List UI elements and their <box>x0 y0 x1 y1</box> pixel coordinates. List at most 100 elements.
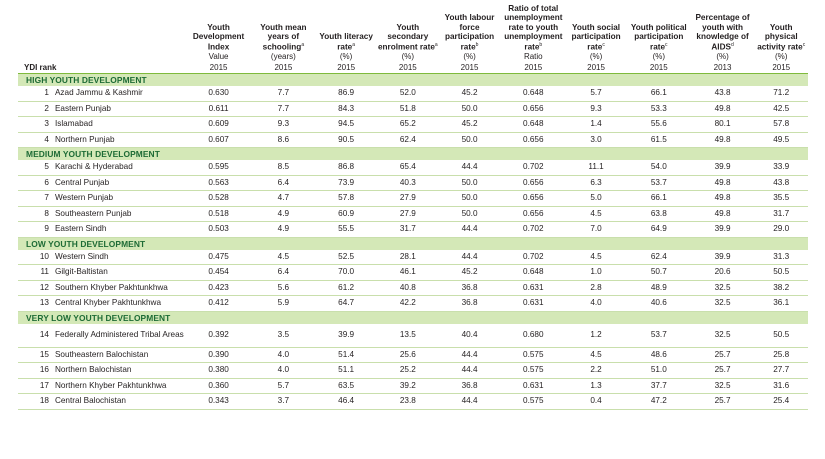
region-name-cell: Islamabad <box>52 116 185 133</box>
value-cell: 1.0 <box>565 264 627 281</box>
value-cell: 40.3 <box>378 175 438 192</box>
column-header: Youth secondary enrolment ratea <box>378 4 438 52</box>
value-cell: 49.8 <box>690 206 755 223</box>
column-year: 2015 <box>460 62 479 72</box>
value-cell: 0.702 <box>501 221 566 238</box>
column-unit: (%) <box>716 52 729 62</box>
table-row: 3 Islamabad 0.609 9.3 94.5 65.2 45.2 0.648 1.4 55… <box>18 116 808 133</box>
column-header-footnote: a <box>352 42 356 49</box>
value-cell: 20.6 <box>690 264 755 281</box>
value-cell: 0.392 <box>184 323 253 348</box>
value-cell: 86.9 <box>314 86 378 102</box>
value-cell: 63.8 <box>626 206 691 223</box>
table-row: 9 Eastern Sindh 0.503 4.9 55.5 31.7 44.4 0.702 7… <box>18 221 808 238</box>
value-cell: 50.0 <box>437 206 502 223</box>
value-cell: 0.648 <box>501 116 566 133</box>
value-cell: 27.7 <box>754 362 808 379</box>
value-cell: 55.6 <box>626 116 691 133</box>
section-header-row: HIGH YOUTH DEVELOPMENT <box>18 73 808 87</box>
value-cell: 50.0 <box>437 101 502 118</box>
column-unit: Value <box>208 52 229 62</box>
value-cell: 0.454 <box>184 264 253 281</box>
value-cell: 44.4 <box>437 362 502 379</box>
value-cell: 1.3 <box>565 378 627 395</box>
table-row: 12 Southern Khyber Pakhtunkhwa 0.423 5.6 61.… <box>18 280 808 297</box>
value-cell: 45.2 <box>437 86 502 102</box>
column-unit: (%) <box>589 52 603 62</box>
value-cell: 37.7 <box>626 378 691 395</box>
value-cell: 53.7 <box>626 323 691 348</box>
value-cell: 40.6 <box>626 295 691 312</box>
column-header-label: Youth literacy rate <box>319 31 373 52</box>
value-cell: 0.380 <box>184 362 253 379</box>
value-cell: 0.595 <box>184 160 253 176</box>
value-cell: 28.1 <box>378 249 438 266</box>
value-cell: 35.5 <box>754 190 808 207</box>
value-cell: 50.0 <box>437 132 502 149</box>
value-cell: 90.5 <box>314 132 378 149</box>
column-year: 2015 <box>524 62 543 72</box>
value-cell: 36.8 <box>437 378 502 395</box>
rank-cell: 6 <box>18 175 53 192</box>
value-cell: 53.3 <box>626 101 691 118</box>
value-cell: 32.5 <box>690 323 755 348</box>
value-cell: 53.7 <box>626 175 691 192</box>
column-unit: (years) <box>270 52 296 62</box>
value-cell: 4.5 <box>565 249 627 266</box>
region-name-cell: Northern Balochistan <box>52 362 185 379</box>
value-cell: 52.5 <box>314 249 378 266</box>
value-cell: 2.8 <box>565 280 627 297</box>
value-cell: 0.656 <box>501 206 566 223</box>
value-cell: 4.0 <box>565 295 627 312</box>
value-cell: 50.7 <box>626 264 691 281</box>
value-cell: 11.1 <box>565 160 627 176</box>
value-cell: 44.4 <box>437 221 502 238</box>
column-header: Percentage of youth with knowledge of AI… <box>691 4 755 52</box>
value-cell: 0.423 <box>184 280 253 297</box>
column-header-label: Youth labour force participation rate <box>444 13 495 52</box>
value-cell: 39.9 <box>314 323 378 348</box>
value-cell: 36.1 <box>754 295 808 312</box>
table-header: Youth Development Index Youth mean years … <box>18 4 808 74</box>
value-cell: 54.0 <box>626 160 691 176</box>
value-cell: 4.0 <box>252 347 315 364</box>
rank-cell: 17 <box>18 378 53 395</box>
column-header-footnote: c <box>802 42 806 49</box>
value-cell: 3.0 <box>565 132 627 149</box>
value-cell: 0.656 <box>501 190 566 207</box>
value-cell: 4.9 <box>252 221 315 238</box>
column-header-label: Youth mean years of schooling <box>260 22 307 52</box>
value-cell: 66.1 <box>626 86 691 102</box>
value-cell: 27.9 <box>378 206 438 223</box>
value-cell: 25.4 <box>754 393 808 410</box>
region-name-cell: Central Balochistan <box>52 393 185 410</box>
region-name-cell: Azad Jammu & Kashmir <box>52 86 185 102</box>
column-year: 2015 <box>649 62 668 72</box>
value-cell: 51.4 <box>314 347 378 364</box>
value-cell: 4.5 <box>565 206 627 223</box>
value-cell: 64.9 <box>626 221 691 238</box>
value-cell: 61.2 <box>314 280 378 297</box>
value-cell: 7.0 <box>565 221 627 238</box>
value-cell: 50.0 <box>437 190 502 207</box>
section-title: VERY LOW YOUTH DEVELOPMENT <box>18 311 808 324</box>
value-cell: 0.4 <box>565 393 627 410</box>
column-header-footnote: d <box>730 42 734 49</box>
region-name-cell: Federally Administered Tribal Areas <box>52 323 185 348</box>
value-cell: 25.2 <box>378 362 438 379</box>
region-name-cell: Eastern Sindh <box>52 221 185 238</box>
rank-cell: 9 <box>18 221 53 238</box>
value-cell: 51.0 <box>626 362 691 379</box>
value-cell: 0.607 <box>184 132 253 149</box>
value-cell: 44.4 <box>437 393 502 410</box>
value-cell: 50.0 <box>437 175 502 192</box>
value-cell: 46.1 <box>378 264 438 281</box>
value-cell: 32.5 <box>690 295 755 312</box>
value-cell: 25.7 <box>690 393 755 410</box>
section-header-row: MEDIUM YOUTH DEVELOPMENT <box>18 147 808 161</box>
value-cell: 52.0 <box>378 86 438 102</box>
header-unit-row: Value (years) (%) (%) (%) Ratio (%) (%) (%) (%) <box>18 52 808 62</box>
value-cell: 0.412 <box>184 295 253 312</box>
column-year: 2015 <box>587 62 605 72</box>
